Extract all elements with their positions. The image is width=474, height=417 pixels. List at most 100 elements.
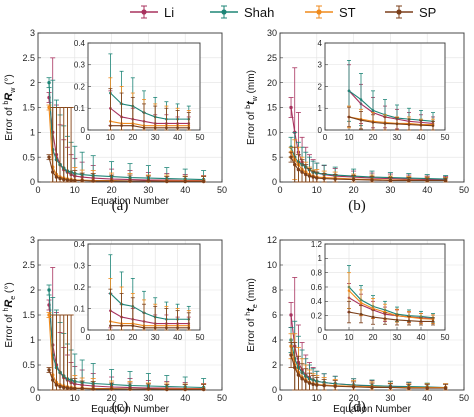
x-tick-label: 40	[173, 133, 182, 142]
x-tick-label: 50	[441, 333, 450, 342]
ylabel-unit: (°)	[4, 282, 15, 295]
x-axis-label: Equation Number	[91, 404, 169, 415]
data-point	[395, 318, 399, 322]
x-tick-label: 0	[35, 185, 40, 195]
data-point	[296, 373, 301, 377]
data-point	[73, 386, 77, 391]
series-sp	[46, 314, 207, 392]
y-tick-label: 6	[272, 310, 277, 320]
x-tick-label: 30	[143, 393, 153, 403]
x-tick-label: 40	[180, 393, 190, 403]
data-point	[407, 319, 411, 322]
data-point	[371, 121, 375, 124]
data-point	[47, 313, 51, 317]
y-tick-label: 25	[267, 53, 277, 63]
panel-3: 0 10 20 30 40 50 0 0.5 1 1.5 2 2.5 3 Error of hRe (°)…	[3, 235, 227, 415]
legend-marker	[396, 9, 402, 15]
series-sp	[108, 88, 191, 131]
y-axis-label: Error of hte (mm)	[245, 278, 259, 352]
ylabel-prefix: Error of	[4, 312, 15, 348]
data-point	[80, 178, 84, 183]
panel-label: (a)	[112, 198, 129, 214]
legend-label: Li	[164, 5, 174, 20]
y-tick-label: 0.4	[311, 297, 323, 306]
y-tick-label: 1	[318, 104, 323, 113]
series-line	[348, 290, 434, 320]
legend-item-sp: SP	[385, 5, 436, 20]
panel-label: (d)	[348, 399, 366, 415]
data-point	[371, 109, 375, 112]
data-point	[131, 324, 135, 328]
legend-item-st: ST	[305, 5, 356, 20]
y-tick-label: 2.5	[22, 260, 35, 270]
ylabel-subscript: e	[10, 296, 17, 300]
x-tick-label: 0	[86, 333, 91, 342]
data-point	[142, 126, 146, 130]
y-tick-label: 3	[30, 28, 35, 38]
y-tick-label: 0	[272, 177, 277, 187]
series-line	[110, 92, 189, 120]
series-line	[110, 120, 189, 127]
x-tick-label: 30	[385, 185, 395, 195]
series-sp	[108, 288, 191, 331]
panel-label: (b)	[348, 198, 366, 214]
ylabel-symbol: R	[3, 93, 15, 101]
y-tick-label: 0.1	[74, 304, 86, 313]
y-tick-label: 0	[81, 126, 86, 135]
legend-marker	[316, 9, 322, 15]
x-tick-label: 20	[369, 333, 378, 342]
data-point	[315, 383, 319, 387]
y-tick-label: 0.4	[74, 240, 86, 249]
data-point	[425, 178, 429, 183]
y-tick-label: 1	[30, 127, 35, 137]
x-tick-label: 0	[35, 393, 40, 403]
data-point	[47, 368, 51, 372]
data-point	[289, 155, 293, 159]
data-point	[65, 386, 70, 390]
data-point	[201, 179, 206, 184]
series-line	[110, 293, 189, 320]
y-tick-label: 0	[30, 385, 35, 395]
ylabel-subscript: w	[252, 95, 259, 102]
data-point	[62, 385, 66, 390]
y-tick-label: 0.2	[74, 283, 86, 292]
data-point	[419, 320, 423, 323]
ylabel-superscript: b	[245, 105, 252, 109]
x-tick-label: 20	[128, 333, 137, 342]
data-point	[347, 89, 351, 93]
data-point	[300, 170, 304, 174]
data-point	[109, 387, 114, 391]
y-tick-label: 0.3	[74, 261, 86, 270]
y-tick-label: 2	[272, 360, 277, 370]
y-axis-label: Error of bRw (°)	[3, 74, 17, 140]
x-tick-label: 10	[106, 133, 115, 142]
y-tick-label: 1	[30, 335, 35, 345]
series-line	[290, 156, 446, 182]
y-tick-label: 2	[30, 285, 35, 295]
series-line	[48, 97, 204, 182]
y-tick-label: 8	[272, 285, 277, 295]
data-point	[359, 98, 363, 101]
data-point	[388, 385, 393, 390]
data-point	[187, 126, 191, 130]
y-tick-label: 4	[318, 39, 323, 48]
data-point	[333, 177, 337, 181]
inset-plot: 0 10 20 30 40 50 0 1 2 3 4	[318, 39, 450, 142]
data-point	[371, 315, 375, 319]
data-point	[91, 179, 95, 183]
data-point	[300, 377, 304, 381]
series-sp	[347, 106, 435, 131]
y-tick-label: 1.2	[311, 240, 323, 249]
data-point	[51, 170, 55, 174]
legend-label: SP	[419, 5, 436, 20]
data-point	[311, 382, 315, 387]
series-line	[48, 369, 204, 391]
data-point	[425, 386, 429, 390]
x-tick-label: 0	[86, 133, 91, 142]
y-tick-label: 20	[267, 78, 277, 88]
data-point	[73, 178, 77, 183]
series-line	[48, 157, 204, 183]
data-point	[54, 383, 59, 387]
